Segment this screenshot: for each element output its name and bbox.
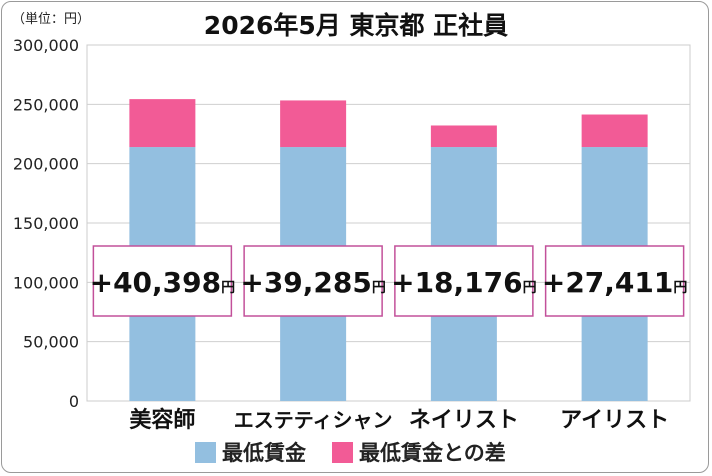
data-label: +27,411円 <box>542 266 688 299</box>
data-label: +40,398円 <box>90 266 236 299</box>
legend-item-base: 最低賃金 <box>195 437 306 467</box>
x-tick-label: ネイリスト <box>409 408 519 433</box>
callout-box <box>544 245 685 317</box>
callout-box <box>243 245 383 317</box>
data-label: +18,176円 <box>391 266 537 299</box>
y-tick-label: 50,000 <box>23 333 79 352</box>
chart-title: 2026年5月 東京都 正社員 <box>203 11 509 40</box>
x-tick-label: エステティシャン <box>234 408 393 432</box>
legend-label-diff: 最低賃金との差 <box>359 441 506 465</box>
y-tick-label: 150,000 <box>13 214 79 233</box>
data-label: +39,285円 <box>240 266 386 299</box>
bar-diff <box>430 125 497 148</box>
y-tick-label: 300,000 <box>13 36 79 55</box>
bar-diff <box>280 100 347 148</box>
callout-box <box>394 245 534 317</box>
y-tick-label: 100,000 <box>13 273 79 292</box>
y-tick-label: 0 <box>69 392 79 411</box>
legend-swatch-diff <box>332 441 353 463</box>
unit-label: （単位：円） <box>12 12 91 27</box>
bar-diff <box>581 114 648 148</box>
bar-diff <box>129 99 196 148</box>
x-tick-label: アイリスト <box>560 408 669 433</box>
legend-label-base: 最低賃金 <box>222 441 306 465</box>
legend-swatch-base <box>195 441 216 463</box>
y-tick-label: 250,000 <box>13 95 79 114</box>
legend-item-diff: 最低賃金との差 <box>332 437 506 467</box>
callout-box <box>92 245 233 317</box>
x-tick-label: 美容師 <box>129 407 195 433</box>
chart-legend: 最低賃金 最低賃金との差 <box>195 437 532 467</box>
y-tick-label: 200,000 <box>13 155 79 174</box>
